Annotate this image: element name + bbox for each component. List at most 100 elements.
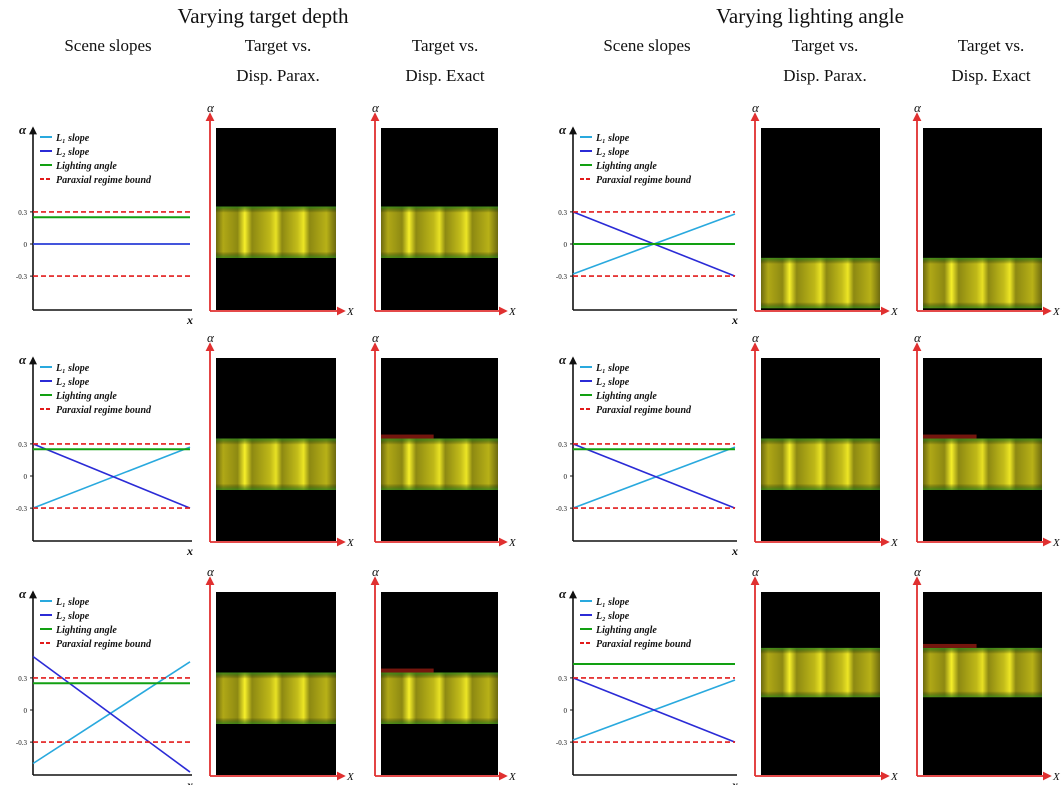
col-heading-scene-left: Scene slopes xyxy=(64,36,151,55)
depth-row2-legend-label-l1: L₁ slope xyxy=(55,363,90,374)
light-row3-legend-label-l1: L₁ slope xyxy=(595,597,630,608)
light-row2-legend-label-l2: L₂ slope xyxy=(595,377,630,388)
depth-row3-parax-y-label: α xyxy=(207,564,215,579)
left-group-title: Varying target depth xyxy=(177,4,349,28)
depth-row3-exact-y-label: α xyxy=(372,564,380,579)
light-row3-exact-y-label: α xyxy=(914,564,922,579)
depth-row1-legend-label-light: Lighting angle xyxy=(55,161,117,172)
depth-row1-parax-y-label: α xyxy=(207,100,215,115)
light-row2-series-l-slope-0 xyxy=(572,446,736,509)
depth-row2-series-l-slope-0 xyxy=(32,446,191,509)
light-row2-exact-band-edge xyxy=(923,438,1042,490)
light-row3-tick-label: 0.3 xyxy=(558,675,567,683)
light-row3-parax-x-label: X xyxy=(890,771,899,783)
light-row3-exact-x-label: X xyxy=(1052,771,1061,783)
light-row2-tick-label: -0.3 xyxy=(556,505,568,513)
light-row1-tick-label: 0 xyxy=(564,241,568,249)
light-row1-legend-label-light: Lighting angle xyxy=(595,161,657,172)
light-row1-slope-y-label: α xyxy=(559,122,567,137)
light-row1-tick-label: 0.3 xyxy=(558,209,567,217)
depth-row3-exact-band-fringe xyxy=(381,668,434,673)
depth-row1-slope-y-label: α xyxy=(19,122,27,137)
depth-row1-slope-x-label: x xyxy=(186,313,193,327)
depth-row2-slope-x-label: x xyxy=(186,544,193,558)
depth-row3-legend-label-light: Lighting angle xyxy=(55,625,117,636)
depth-row2-slope-y-label: α xyxy=(19,352,27,367)
col-heading-scene-right: Scene slopes xyxy=(603,36,690,55)
light-row2-tick-label: 0 xyxy=(564,473,568,481)
depth-row3-series-l-slope-1 xyxy=(32,655,191,773)
light-row3-series-l-slope-1 xyxy=(572,677,736,743)
depth-row3-slope-x-label: x xyxy=(186,778,193,785)
depth-row2-exact-x-label: X xyxy=(508,537,517,549)
depth-row2-legend-label-bound: Paraxial regime bound xyxy=(56,405,152,416)
light-row3-legend-label-bound: Paraxial regime bound xyxy=(596,639,692,650)
depth-row1-tick-label: 0 xyxy=(24,241,28,249)
light-row3-parax-y-label: α xyxy=(752,564,760,579)
depth-row3-legend-label-bound: Paraxial regime bound xyxy=(56,639,152,650)
col-heading-parax-left-1: Target vs. xyxy=(245,36,311,55)
depth-row2-exact-band-fringe xyxy=(381,434,434,439)
light-row2-exact-x-label: X xyxy=(1052,537,1061,549)
light-row2-exact-band-fringe xyxy=(923,434,977,439)
light-row2-legend-label-light: Lighting angle xyxy=(595,391,657,402)
depth-row3-parax-band-edge xyxy=(216,672,336,724)
depth-row2-exact-y-label: α xyxy=(372,330,380,345)
light-row3-panel: α x 0.3 0 -0.3 L₁ slope L₂ slope Lighting angle… xyxy=(556,564,1061,785)
light-row3-tick-label: -0.3 xyxy=(556,739,568,747)
depth-row2-parax-band-edge xyxy=(216,438,336,490)
col-heading-exact-right-1: Target vs. xyxy=(958,36,1024,55)
depth-row2-tick-label: 0.3 xyxy=(18,441,27,449)
depth-row1-legend-label-bound: Paraxial regime bound xyxy=(56,175,152,186)
light-row3-legend-label-light: Lighting angle xyxy=(595,625,657,636)
light-row2-slope-x-label: x xyxy=(731,544,738,558)
light-row3-slope-y-label: α xyxy=(559,586,567,601)
light-row3-slope-x-label: x xyxy=(731,778,738,785)
light-row2-parax-band-edge xyxy=(761,438,880,490)
light-row2-exact-y-label: α xyxy=(914,330,922,345)
light-row3-parax-band-edge xyxy=(761,647,880,698)
light-row2-panel: α x 0.3 0 -0.3 L₁ slope L₂ slope Lighting angle… xyxy=(556,330,1061,558)
depth-row3-exact-band-edge xyxy=(381,672,498,724)
depth-row1-panel: α x 0.3 0 -0.3 L₁ slope L₂ slope Lighting angle… xyxy=(16,100,517,327)
depth-row3-tick-label: -0.3 xyxy=(16,739,28,747)
depth-row3-legend-label-l2: L₂ slope xyxy=(55,611,90,622)
light-row2-tick-label: 0.3 xyxy=(558,441,567,449)
light-row2-parax-x-label: X xyxy=(890,537,899,549)
depth-row1-exact-y-label: α xyxy=(372,100,380,115)
right-group-title: Varying lighting angle xyxy=(716,4,904,28)
depth-row2-parax-x-label: X xyxy=(346,537,355,549)
depth-row1-tick-label: 0.3 xyxy=(18,209,27,217)
light-row1-tick-label: -0.3 xyxy=(556,273,568,281)
col-heading-parax-right-1: Target vs. xyxy=(792,36,858,55)
depth-row1-legend-label-l1: L₁ slope xyxy=(55,133,90,144)
depth-row2-legend-label-l2: L₂ slope xyxy=(55,377,90,388)
light-row1-parax-band-edge xyxy=(761,257,880,309)
col-heading-parax-right-2: Disp. Parax. xyxy=(783,66,867,85)
depth-row1-parax-band-edge xyxy=(216,206,336,258)
col-heading-exact-left-2: Disp. Exact xyxy=(405,66,485,85)
light-row1-legend-label-bound: Paraxial regime bound xyxy=(596,175,692,186)
light-row1-exact-x-label: X xyxy=(1052,306,1061,318)
light-row3-tick-label: 0 xyxy=(564,707,568,715)
depth-row3-panel: α x 0.3 0 -0.3 L₁ slope L₂ slope Lighting angle… xyxy=(16,564,517,785)
col-heading-exact-right-2: Disp. Exact xyxy=(951,66,1031,85)
light-row1-panel: α x 0.3 0 -0.3 L₁ slope L₂ slope Lighting angle… xyxy=(556,100,1061,327)
depth-row3-tick-label: 0.3 xyxy=(18,675,27,683)
depth-row3-legend-label-l1: L₁ slope xyxy=(55,597,90,608)
depth-row2-tick-label: 0 xyxy=(24,473,28,481)
light-row2-slope-y-label: α xyxy=(559,352,567,367)
depth-row1-exact-x-label: X xyxy=(508,306,517,318)
depth-row2-parax-y-label: α xyxy=(207,330,215,345)
light-row1-slope-x-label: x xyxy=(731,313,738,327)
depth-row2-panel: α x 0.3 0 -0.3 L₁ slope L₂ slope Lighting angle… xyxy=(16,330,517,558)
depth-row2-tick-label: -0.3 xyxy=(16,505,28,513)
depth-row3-slope-y-label: α xyxy=(19,586,27,601)
light-row3-exact-band-edge xyxy=(923,647,1042,698)
light-row2-legend-label-bound: Paraxial regime bound xyxy=(596,405,692,416)
depth-row2-legend-label-light: Lighting angle xyxy=(55,391,117,402)
light-row1-legend-label-l1: L₁ slope xyxy=(595,133,630,144)
depth-row2-series-l-slope-1 xyxy=(32,443,191,509)
